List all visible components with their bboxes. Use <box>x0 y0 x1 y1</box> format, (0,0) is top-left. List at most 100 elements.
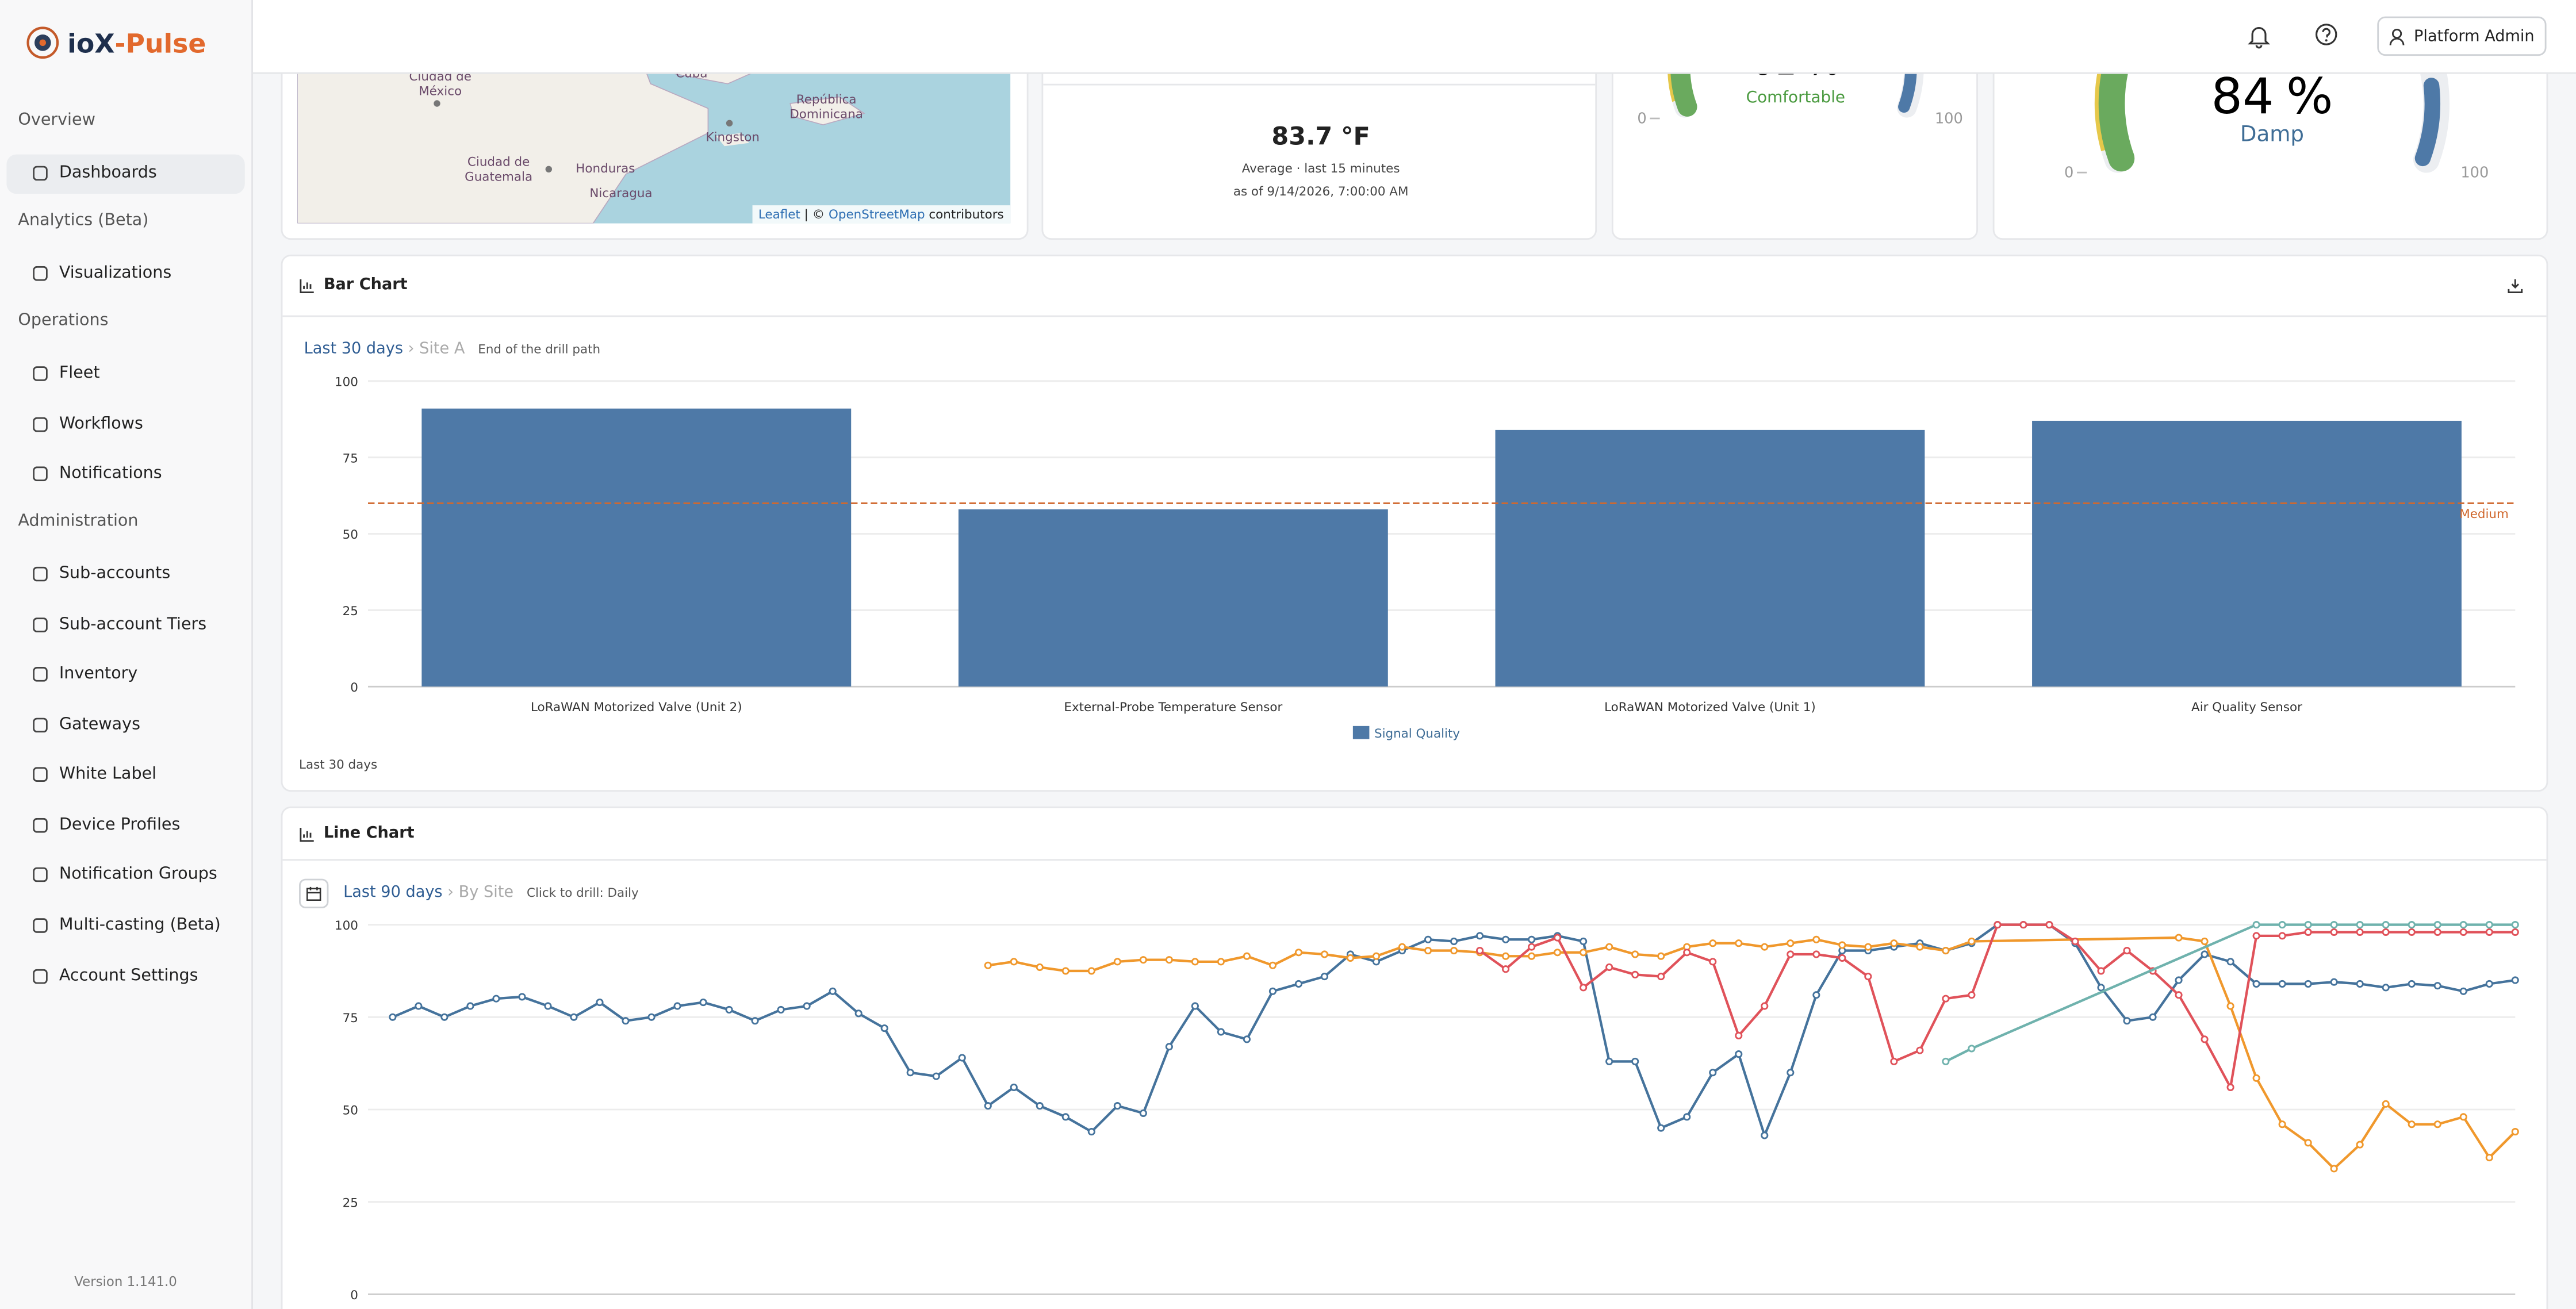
gauge-label: Damp <box>2240 121 2304 146</box>
calendar-icon <box>306 886 321 901</box>
nav-item[interactable]: Sub-account Tiers <box>6 605 244 644</box>
nav-label: Fleet <box>59 364 100 383</box>
nav-item[interactable]: Visualizations <box>6 254 244 294</box>
line-marker <box>2201 937 2209 946</box>
line-marker <box>1450 937 1458 946</box>
bar <box>1495 429 1925 687</box>
nav-item[interactable]: Fleet <box>6 354 244 394</box>
nav-item[interactable]: Multi-casting (Beta) <box>6 906 244 946</box>
line-marker <box>2304 928 2312 936</box>
download-icon[interactable] <box>2507 278 2524 294</box>
line-marker <box>1916 1046 1924 1054</box>
line-marker <box>1087 1128 1095 1136</box>
nav-icon <box>33 617 48 632</box>
nav-label: Notifications <box>59 465 162 483</box>
icon-shape <box>33 567 48 582</box>
bar-chart: 0 25 50 75 100 LoRaWAN Motorized Valve (Unit … <box>335 375 2516 741</box>
y-tick-label: 50 <box>343 528 358 542</box>
line-marker <box>2356 980 2364 988</box>
brand[interactable]: ioX -Pulse <box>26 26 206 59</box>
nav-icon <box>33 867 48 883</box>
line-marker <box>1787 1069 1795 1077</box>
nav-section: Administration <box>18 513 139 531</box>
gauge-value: 84% <box>2211 68 2333 125</box>
nav-item[interactable]: Device Profiles <box>6 805 244 845</box>
line-marker <box>1968 937 1976 946</box>
nav-item[interactable]: Account Settings <box>6 956 244 996</box>
gauge-max: 100 <box>1935 110 1963 128</box>
line-marker <box>2511 976 2519 984</box>
line-marker <box>2278 932 2286 940</box>
line-marker <box>466 1002 474 1010</box>
line-marker <box>2252 932 2260 940</box>
line-marker <box>1890 1057 1898 1066</box>
crumb-link[interactable]: Last 90 days <box>343 884 443 902</box>
line-marker <box>1528 943 1536 951</box>
line-series <box>392 923 2516 1139</box>
line-marker <box>829 987 837 995</box>
line-marker <box>1942 1057 1950 1066</box>
line-marker <box>492 995 500 1003</box>
line-marker <box>2408 980 2416 988</box>
nav-item[interactable]: Notifications <box>6 455 244 494</box>
line-marker <box>1424 935 1432 943</box>
nav-item[interactable]: Workflows <box>6 404 244 444</box>
line-marker <box>1890 939 1898 947</box>
crumb-current: Site A <box>419 340 465 358</box>
attr-link[interactable]: Leaflet <box>758 207 800 222</box>
line-marker <box>1243 1035 1251 1043</box>
line-marker <box>2408 1120 2416 1128</box>
attr-tail: contributors <box>929 207 1004 222</box>
line-marker <box>2330 1165 2338 1173</box>
nav-label: Inventory <box>59 666 138 684</box>
line-marker <box>1165 956 1173 964</box>
map-label: Nicaragua <box>589 185 653 201</box>
line-marker <box>1812 991 1820 999</box>
line-marker <box>777 1005 785 1014</box>
nav-label: Workflows <box>59 414 143 433</box>
line-marker <box>2278 921 2286 929</box>
x-tick-label: External-Probe Temperature Sensor <box>1064 700 1282 715</box>
nav-icon <box>33 968 48 983</box>
gauge-number: 84 <box>2211 68 2274 125</box>
line-marker <box>1010 958 1018 966</box>
bell-icon[interactable] <box>2248 23 2271 49</box>
line-marker <box>2226 1002 2234 1010</box>
nav-item[interactable]: Inventory <box>6 655 244 695</box>
line-marker <box>1709 958 1717 966</box>
line-marker <box>1709 939 1717 947</box>
line-marker <box>984 1102 992 1110</box>
line-marker <box>2175 976 2183 984</box>
gauge-max: 100 <box>2460 164 2489 182</box>
line-marker <box>1812 950 1820 958</box>
nav-icon <box>33 366 48 382</box>
icon-shape <box>33 918 48 933</box>
x-tick-label: LoRaWAN Motorized Valve (Unit 1) <box>1604 700 1816 715</box>
line-marker <box>1502 965 1510 973</box>
nav-item[interactable]: Dashboards <box>6 153 245 193</box>
line-marker <box>1942 947 1950 955</box>
icon-shape <box>33 366 48 382</box>
help-icon[interactable] <box>2315 23 2341 49</box>
drill-hint: End of the drill path <box>478 341 601 356</box>
nav-item[interactable]: Sub-accounts <box>6 555 244 594</box>
line-marker <box>1761 1131 1769 1139</box>
nav-item[interactable]: Gateways <box>6 705 244 745</box>
line-marker <box>1061 967 1070 975</box>
crumb-link[interactable]: Last 30 days <box>304 340 403 358</box>
attr-link[interactable]: OpenStreetMap <box>828 207 925 222</box>
user-button[interactable]: Platform Admin <box>2377 16 2547 56</box>
nav-item[interactable]: White Label <box>6 755 244 795</box>
line-marker <box>1294 949 1303 957</box>
line-marker <box>1916 943 1924 951</box>
line-marker <box>1631 950 1639 958</box>
temp-value: 83.7 °F <box>1271 121 1370 151</box>
line-marker <box>1838 941 1846 949</box>
nav-item[interactable]: Notification Groups <box>6 855 244 895</box>
card-title: Line Chart <box>323 824 415 843</box>
date-button[interactable] <box>299 878 329 908</box>
map-label: Kingston <box>706 129 760 145</box>
line-marker <box>1735 939 1743 947</box>
line-marker <box>544 1002 552 1010</box>
